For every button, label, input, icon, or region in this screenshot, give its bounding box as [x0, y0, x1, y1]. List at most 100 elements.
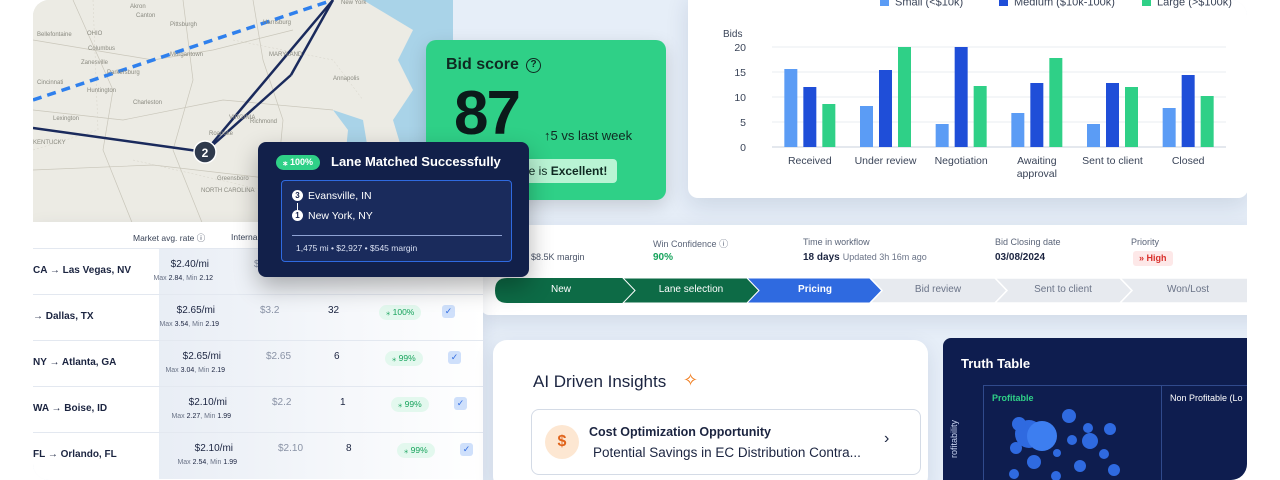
route-lines — [33, 0, 335, 154]
question-circle-icon[interactable]: ⓘ — [196, 233, 206, 243]
bar — [898, 47, 911, 147]
bid-closing-value: 03/08/2024 — [995, 252, 1046, 263]
row-shade — [159, 387, 483, 433]
bid-badge-value: Excellent! — [550, 164, 608, 178]
lane-matched-popup: ⁎ 100% Lane Matched Successfully 3 Evansv… — [258, 142, 529, 277]
priority-badge[interactable]: » High — [1133, 251, 1173, 266]
match-badge: ⁎ 100% — [379, 305, 422, 320]
step-lane-selection[interactable]: Lane selection — [658, 284, 724, 295]
question-circle-icon[interactable]: ⓘ — [719, 239, 729, 249]
market-rate: $2.65/mi — [176, 305, 215, 316]
route-connector — [297, 203, 298, 211]
bar — [1181, 75, 1195, 147]
insight-item[interactable]: $ Cost Optimization Opportunity Potentia… — [531, 409, 921, 475]
bubble-cluster — [1009, 409, 1120, 480]
map-label: NORTH CAROLINA — [201, 188, 255, 194]
market-rate: $2.10/mi — [188, 397, 227, 408]
min-prefix: , Min — [206, 459, 224, 466]
row-checkbox[interactable]: ✓ — [460, 443, 473, 456]
bar — [1030, 83, 1044, 147]
rate-range: Max 2.84, Min 2.12 — [153, 275, 213, 282]
x-tick-label: Under review — [855, 155, 917, 167]
min-prefix: , Min — [194, 367, 212, 374]
market-rate: $2.40/mi — [170, 259, 209, 270]
bid-count: 6 — [334, 351, 340, 362]
stop-name: Evansville, IN — [308, 190, 372, 202]
win-confidence-value: 90% — [653, 252, 674, 263]
internal-rate: $2.10 — [278, 443, 304, 454]
bar — [1106, 83, 1119, 147]
truth-table-title: Truth Table — [961, 356, 1031, 371]
popup-title: Lane Matched Successfully — [331, 154, 501, 169]
question-circle-icon[interactable]: ? — [526, 58, 541, 73]
lane-name: CA → Las Vegas, NV — [33, 265, 131, 276]
bar — [1162, 108, 1176, 147]
bid-count: 1 — [340, 397, 346, 408]
market-rate: $2.10/mi — [194, 443, 233, 454]
bar — [822, 104, 836, 147]
win-confidence-label: Win Confidence ⓘ — [653, 237, 728, 250]
insight-title: Cost Optimization Opportunity — [589, 425, 771, 439]
row-shade — [159, 341, 483, 387]
row-checkbox[interactable]: ✓ — [442, 305, 455, 318]
header-market-rate[interactable]: Market avg. rate ⓘ — [133, 232, 205, 244]
time-value: 18 days — [803, 252, 840, 263]
max-value: 3.04 — [180, 367, 195, 374]
route-stop-marker[interactable] — [193, 140, 217, 164]
map-label: Pittsburgh — [170, 22, 198, 28]
bar — [1200, 96, 1214, 147]
route-stop-origin: 3 Evansville, IN — [292, 190, 372, 202]
table-row[interactable]: → Dallas, TX $2.65/mi Max 3.54, Min 2.19 $3… — [33, 294, 483, 341]
rate-range: Max 3.54, Min 2.19 — [159, 321, 219, 328]
stop-number: 1 — [292, 210, 303, 221]
table-row[interactable]: WA → Boise, ID $2.10/mi Max 2.27, Min 1.99… — [33, 386, 483, 433]
bids-bar-chart: Small (<$10k) Medium ($10k-100k) Large (>$… — [723, 0, 1232, 180]
bar — [1049, 58, 1063, 147]
match-pill: ⁎ 100% — [276, 155, 321, 170]
route-stop-destination: 1 New York, NY — [292, 210, 373, 222]
y-tick-label: 5 — [740, 117, 746, 129]
internal-rate: $2.65 — [266, 351, 292, 362]
map-label: MARYLAND — [269, 52, 303, 58]
chevron-right-icon[interactable]: › — [884, 430, 890, 447]
quadrant-divider — [1161, 386, 1162, 480]
truth-grid[interactable]: Profitable Non Profitable (Lo — [983, 385, 1247, 480]
step-bid-review[interactable]: Bid review — [914, 284, 962, 295]
map-label: Huntington — [87, 88, 117, 94]
bar — [1125, 87, 1138, 147]
margin-value: $8.5K margin — [531, 252, 585, 262]
table-row[interactable]: FL → Orlando, FL $2.10/mi Max 2.54, Min 1.… — [33, 432, 483, 479]
match-badge: ⁎ 99% — [391, 397, 429, 412]
map-label: Richmond — [250, 119, 278, 125]
header-internal-rate[interactable]: Internal rat — [231, 232, 272, 242]
legend-label: Medium ($10k-100k) — [1014, 0, 1115, 9]
route-stop-number: 2 — [202, 146, 209, 160]
lane-route-box[interactable]: 3 Evansville, IN 1 New York, NY 1,475 mi •… — [281, 180, 512, 262]
table-row[interactable]: NY → Atlanta, GA $2.65/mi Max 3.04, Min 2.… — [33, 340, 483, 387]
max-value: 2.84 — [168, 275, 183, 282]
step-sent-to-client[interactable]: Sent to client — [1034, 284, 1092, 295]
row-checkbox[interactable]: ✓ — [454, 397, 467, 410]
match-pill-value: 100% — [290, 157, 314, 167]
step-new[interactable]: New — [550, 284, 571, 295]
stop-name: New York, NY — [308, 210, 373, 222]
map-label: Columbus — [88, 46, 116, 52]
stepper-shapes — [495, 278, 1247, 303]
step-won-lost[interactable]: Won/Lost — [1166, 284, 1210, 295]
row-checkbox[interactable]: ✓ — [448, 351, 461, 364]
y-tick-label: 20 — [734, 42, 746, 54]
match-value: 99% — [410, 445, 428, 455]
route-map[interactable]: 2 Akron Canton Pittsburgh Harrisburg Bel… — [33, 0, 453, 225]
internal-rate: $2.2 — [272, 397, 292, 408]
map-label: Roanoke — [209, 131, 234, 137]
bar — [860, 106, 873, 147]
map-label: Charleston — [133, 100, 163, 106]
bar — [1087, 124, 1100, 147]
step-pricing[interactable]: Pricing — [798, 284, 832, 295]
rate-range: Max 2.27, Min 1.99 — [171, 413, 231, 420]
map-label: OHIO — [87, 31, 103, 37]
map-label: Annapolis — [333, 76, 360, 82]
bid-score-delta: ↑5 vs last week — [544, 128, 633, 143]
bar — [954, 47, 968, 147]
map-label: Bellefontaine — [37, 32, 72, 38]
